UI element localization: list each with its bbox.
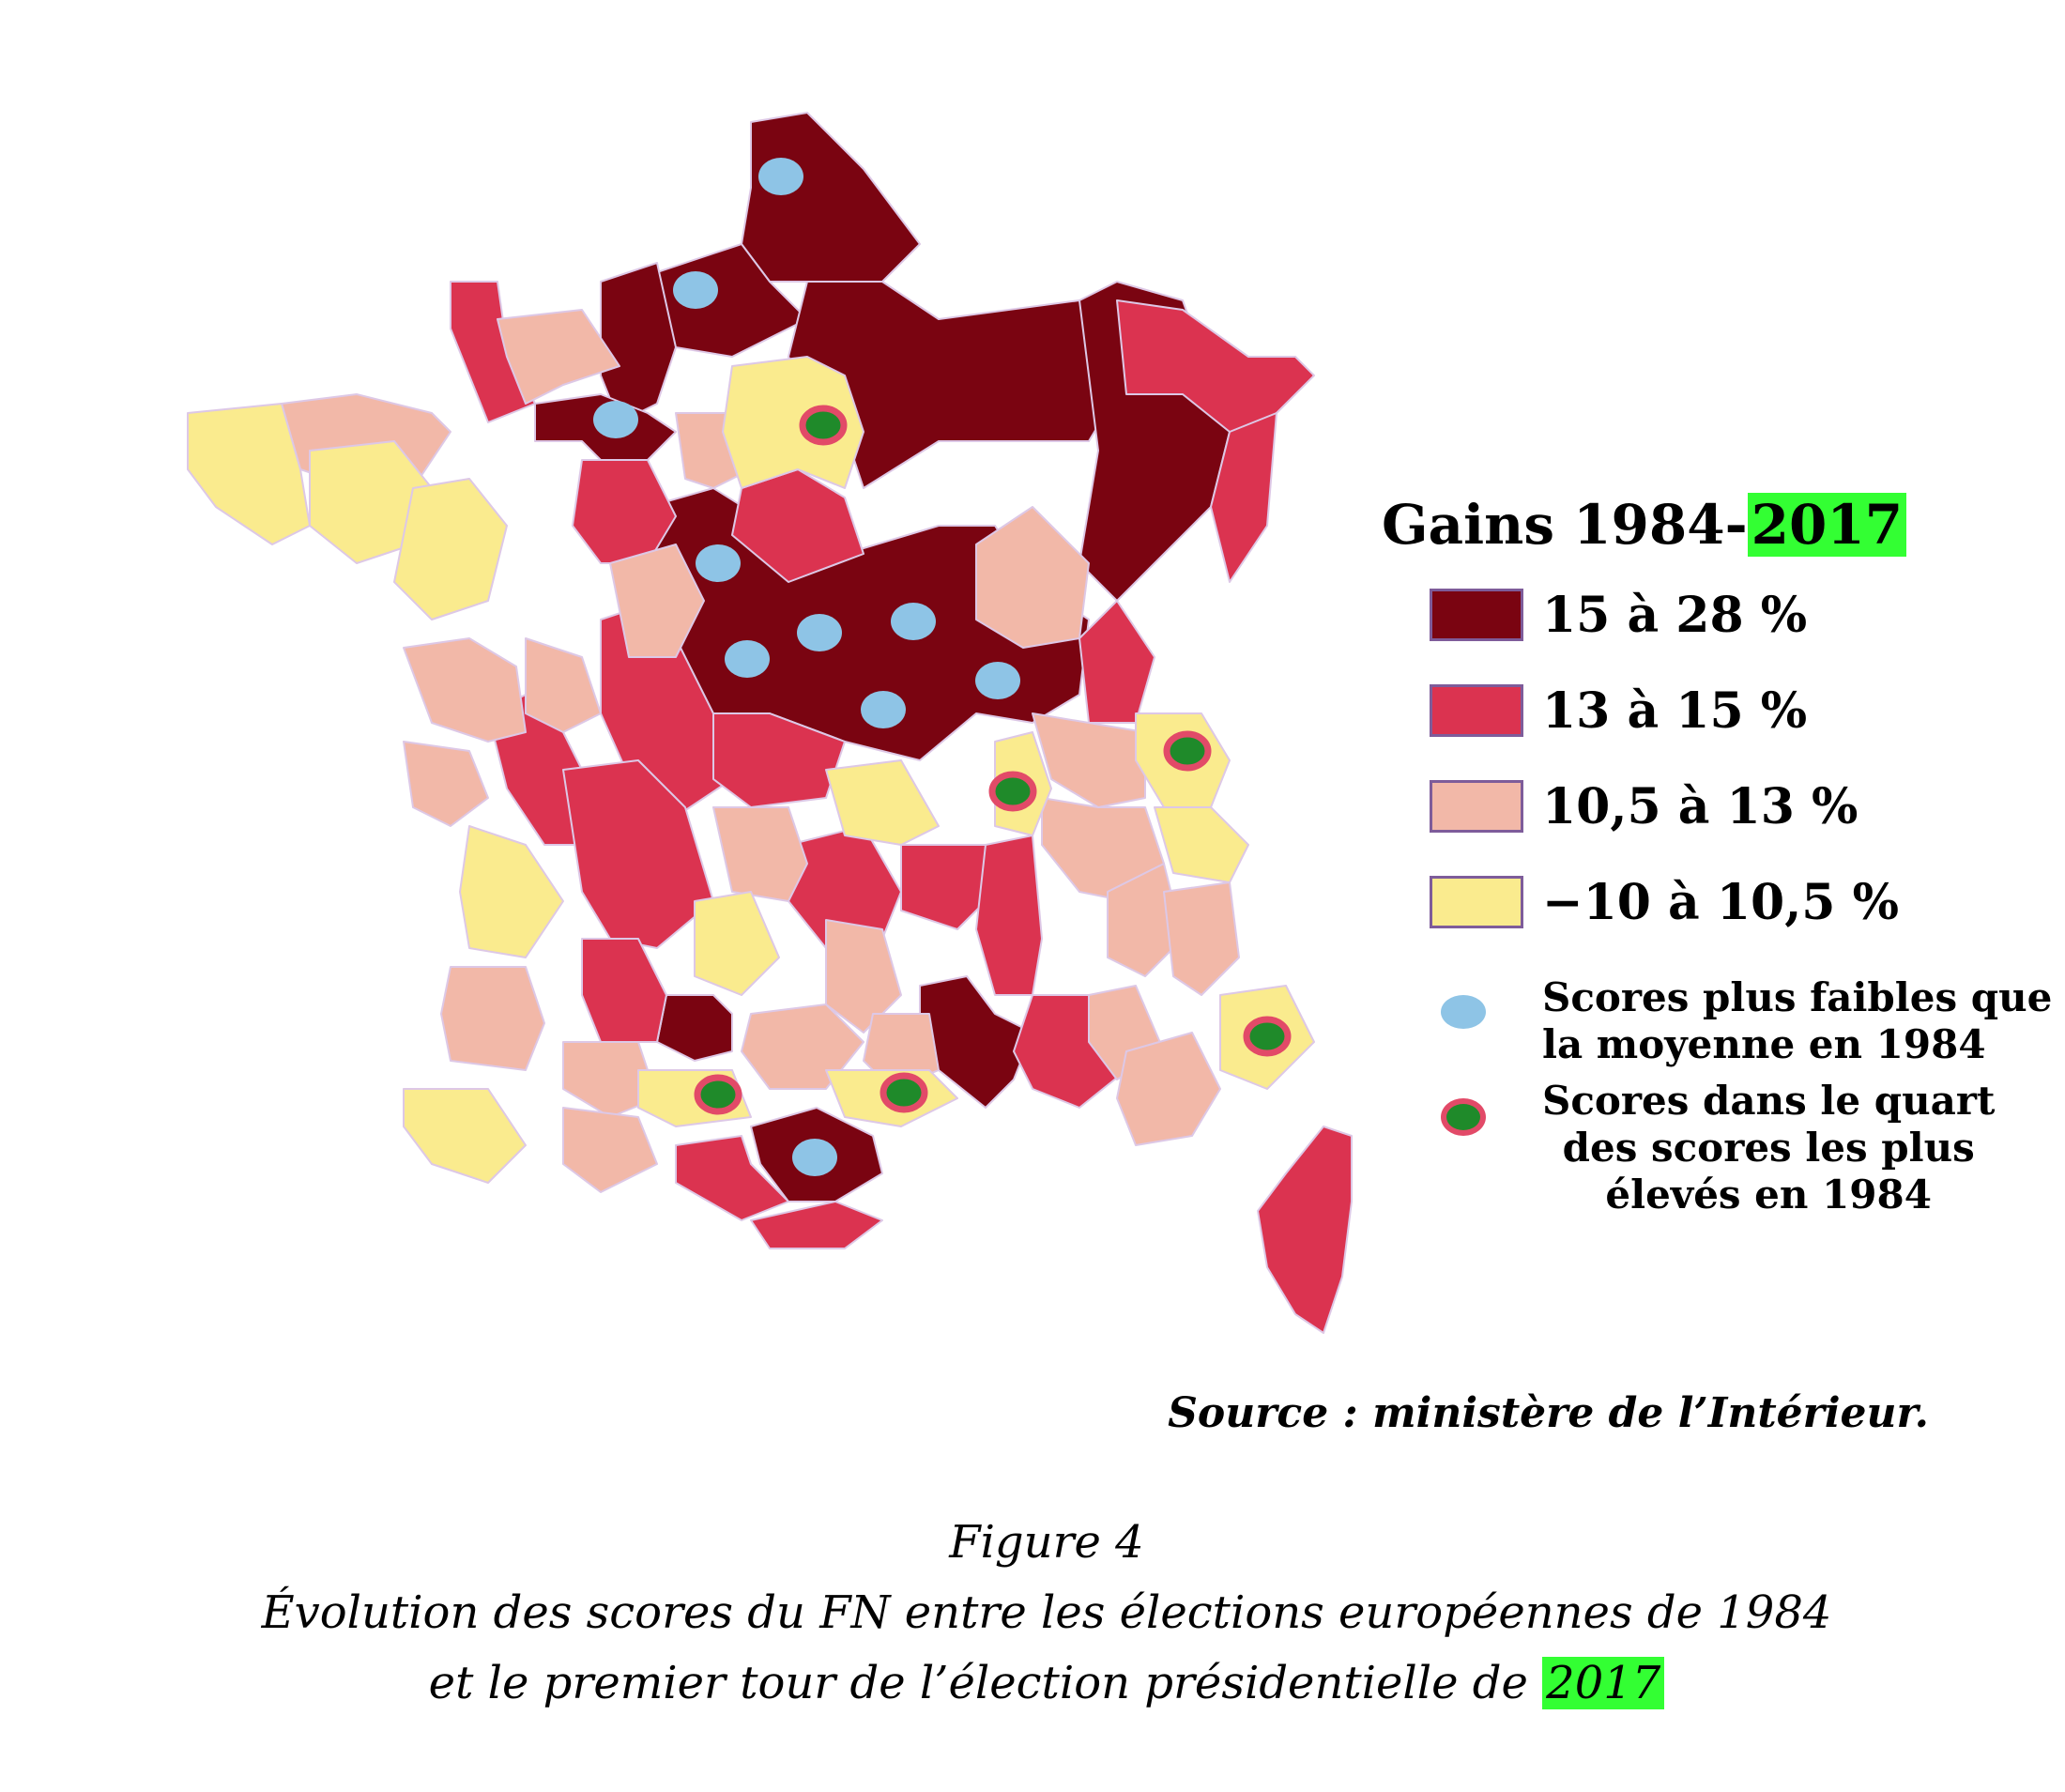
legend-item-c2: 13 à 15 % [1430,682,1808,740]
green-marker-3 [1163,730,1212,772]
legend-marker-green-label: Scores dans le quart des scores les plus… [1542,1078,1996,1218]
legend-label-c2: 13 à 15 % [1542,682,1808,740]
r-aveyron [741,1003,864,1090]
legend-label-c1: 15 à 28 % [1542,586,1808,644]
r-cantal [825,759,940,846]
r-franche [1078,600,1155,724]
legend-swatch-c2 [1430,684,1523,737]
r-charente [459,825,564,958]
department-markers [593,158,1292,1176]
legend-swatch-c4 [1430,876,1523,928]
legend-marker-blue: Scores plus faibles que la moyenne en 19… [1441,974,2052,1068]
r-bretagne [187,403,311,545]
legend-label-c3: 10,5 à 13 % [1542,777,1858,835]
legend-marker-green: Scores dans le quart des scores les plus… [1441,1078,1995,1218]
r-pyr-y [403,1088,527,1184]
blue-marker-7 [725,640,770,678]
r-yonne [975,506,1090,649]
green-marker-6 [1243,1016,1292,1057]
r-centre-pink2 [609,544,705,658]
r-cotentin [450,281,536,423]
legend-swatch-c1 [1430,589,1523,641]
r-cote-w [403,637,527,743]
blue-marker-3 [593,401,638,438]
figure-number: Figure 4 [949,1516,1144,1569]
r-pyr-pink [562,1107,658,1193]
figure-caption-line1: Évolution des scores du FN entre les éle… [261,1586,1832,1639]
r-hautes-alpes [1163,881,1240,996]
blue-marker-8 [975,662,1020,699]
r-gers [562,1041,658,1118]
green-marker-1 [799,405,848,446]
r-vendee2 [403,741,489,827]
blue-marker-5 [797,614,842,651]
green-marker-2 [988,771,1037,812]
legend-marker-blue-label: Scores plus faibles que la moyenne en 19… [1542,974,2053,1067]
r-normandie-haute [600,262,677,423]
caption-year-highlight: 2017 [1542,1657,1665,1709]
r-paris [722,356,864,489]
legend-item-c4: −10 à 10,5 % [1430,873,1899,931]
r-aude [750,1201,883,1249]
r-puy [712,806,808,902]
r-var [1116,1032,1221,1146]
green-dot-icon [1441,1098,1486,1136]
r-drome [975,835,1043,996]
r-landes [581,938,667,1043]
legend-title-year: 2017 [1747,493,1907,557]
r-deux-sevres [525,637,602,733]
r-limousin [562,759,714,949]
blue-marker-6 [891,603,936,640]
legend-item-c1: 15 à 28 % [1430,586,1808,644]
source-note: Source : ministère de l’Intérieur. [1168,1389,1929,1437]
blue-marker-4 [696,544,741,582]
blue-marker-9 [861,691,906,728]
r-sarthe [393,478,508,620]
legend-title-prefix: Gains 1984- [1382,493,1748,557]
legend-swatch-c3 [1430,780,1523,833]
r-sw-dark [656,994,733,1062]
legend-item-c3: 10,5 à 13 % [1430,778,1858,835]
blue-marker-2 [673,271,718,309]
legend-title: Gains 1984-2017 [1382,493,1907,557]
figure-caption-line2: et le premier tour de l’élection préside… [0,1657,2065,1709]
r-pyr-red [675,1135,789,1221]
r-savoie-y [1154,806,1249,883]
r-centre-mid [712,712,846,808]
r-normandie-b [497,309,620,405]
r-gironde [440,966,545,1071]
blue-marker-10 [792,1139,837,1176]
r-rhone-l [900,844,996,930]
blue-dot-icon [1441,995,1486,1029]
r-correze [694,891,780,996]
green-marker-5 [880,1072,928,1113]
department-regions [187,112,1353,1334]
r-nord [741,112,921,283]
r-alsace-s [1210,412,1277,583]
r-corse [1257,1126,1353,1334]
green-marker-4 [694,1074,742,1115]
blue-marker-1 [758,158,803,195]
r-loire [1032,712,1146,808]
legend-label-c4: −10 à 10,5 % [1542,873,1899,931]
